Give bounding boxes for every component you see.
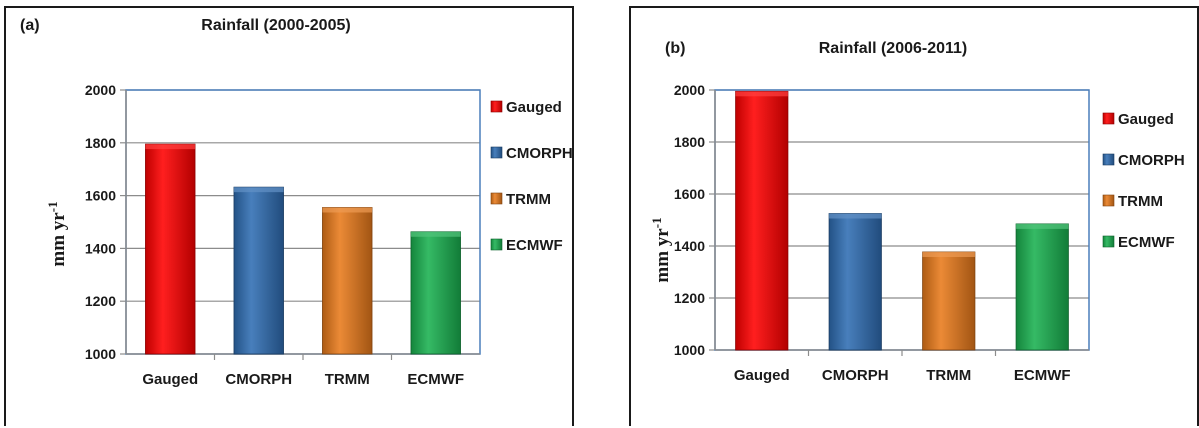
x-tick-label: Gauged — [734, 367, 790, 384]
y-tick-label: 1000 — [85, 346, 116, 362]
legend-label: ECMWF — [506, 237, 563, 254]
bar-top-highlight — [410, 231, 461, 237]
legend-label: ECMWF — [1118, 234, 1175, 251]
bar-gauged — [735, 90, 789, 351]
legend-label: Gauged — [506, 99, 562, 116]
x-tick-label: Gauged — [142, 371, 198, 388]
y-tick-label: 1400 — [85, 240, 116, 256]
bar-ecmwf — [410, 231, 461, 355]
chart-title-a: Rainfall (2000-2005) — [201, 17, 350, 34]
bar-trmm — [922, 251, 976, 351]
y-axis-label-a: mm yr-1 — [45, 201, 69, 266]
legend-swatch — [1102, 235, 1115, 248]
legend-swatch — [1102, 153, 1115, 166]
x-tick-label: ECMWF — [1014, 367, 1071, 384]
legend-label: TRMM — [1118, 193, 1163, 210]
bar-top-highlight — [322, 207, 373, 213]
y-axis-label-sup-b: -1 — [649, 217, 664, 228]
bar-top-highlight — [145, 144, 196, 150]
bar-cmorph — [233, 186, 284, 355]
y-tick-label: 1000 — [674, 342, 705, 358]
y-tick-label: 1200 — [85, 293, 116, 309]
y-tick-label: 1800 — [674, 134, 705, 150]
chart-title-b: Rainfall (2006-2011) — [819, 40, 968, 57]
legend-swatch — [1102, 112, 1115, 125]
chart-b-svg: (b) Rainfall (2006-2011) mm yr-1 1000 120… — [649, 40, 1185, 384]
bar-top-highlight — [829, 213, 882, 219]
bar-cmorph — [828, 213, 882, 351]
legend-swatch — [1102, 194, 1115, 207]
y-tick-label: 1800 — [85, 135, 116, 151]
bar-top-highlight — [233, 187, 284, 193]
y-axis-label-b: mm yr-1 — [649, 217, 673, 282]
x-tick-label: ECMWF — [407, 371, 464, 388]
y-axis-label-base-a: mm yr — [48, 212, 69, 267]
y-tick-label: 1400 — [674, 238, 705, 254]
bar-trmm — [322, 207, 373, 355]
panel-label-b: (b) — [665, 40, 685, 57]
legend-label: Gauged — [1118, 111, 1174, 128]
panel-label-a: (a) — [20, 17, 40, 34]
y-axis-label-sup-a: -1 — [45, 201, 60, 212]
x-tick-label: CMORPH — [225, 371, 292, 388]
legend-swatch — [490, 146, 503, 159]
bar-ecmwf — [1015, 223, 1069, 351]
bar-top-highlight — [735, 91, 788, 97]
x-tick-label: TRMM — [926, 367, 971, 384]
y-tick-label: 2000 — [674, 82, 705, 98]
x-tick-label: CMORPH — [822, 367, 889, 384]
bar-top-highlight — [922, 251, 975, 257]
legend-swatch — [490, 238, 503, 251]
x-tick-label: TRMM — [325, 371, 370, 388]
y-tick-label: 2000 — [85, 82, 116, 98]
chart-panel-a: (a) Rainfall (2000-2005) mm yr-1 1000 120… — [4, 6, 574, 426]
chart-a-svg: (a) Rainfall (2000-2005) mm yr-1 1000 120… — [20, 17, 573, 388]
legend-label: CMORPH — [1118, 152, 1185, 169]
legend-label: TRMM — [506, 191, 551, 208]
y-tick-label: 1600 — [674, 186, 705, 202]
chart-panel-b: (b) Rainfall (2006-2011) mm yr-1 1000 120… — [629, 6, 1199, 426]
y-axis-label-base-b: mm yr — [652, 228, 673, 283]
legend-label: CMORPH — [506, 145, 573, 162]
legend-swatch — [490, 192, 503, 205]
bar-gauged — [145, 143, 196, 355]
bar-top-highlight — [1016, 223, 1069, 229]
y-tick-label: 1200 — [674, 290, 705, 306]
legend-swatch — [490, 100, 503, 113]
y-tick-label: 1600 — [85, 188, 116, 204]
